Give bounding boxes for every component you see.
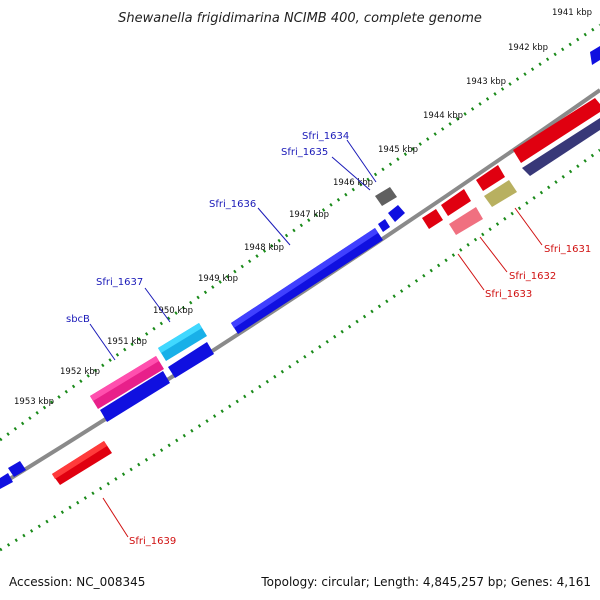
leader-sbcb	[89, 323, 116, 361]
gene-feature-shade	[52, 441, 107, 479]
gene-feature	[522, 118, 600, 176]
map-title: Shewanella frigidimarina NCIMB 400, comp…	[118, 11, 482, 26]
gene-feature	[476, 165, 505, 191]
gene-feature	[422, 209, 443, 229]
kbp-label-1942: 1942 kbp	[508, 43, 548, 53]
kbp-label-1952: 1952 kbp	[60, 367, 100, 377]
gene-label-sfri-1633: Sfri_1633	[485, 289, 532, 300]
gene-feature	[590, 46, 600, 65]
gene-label-sfri-1639: Sfri_1639	[129, 536, 176, 547]
gene-feature-shade	[231, 228, 378, 328]
gene-label-sfri-1637: Sfri_1637	[96, 277, 143, 288]
gene-feature-sfri-1633	[449, 207, 483, 235]
gene-feature	[378, 219, 390, 232]
gene-feature-sfri-1631	[484, 180, 517, 207]
kbp-label-1951: 1951 kbp	[107, 337, 147, 347]
leader-sfri-1631	[514, 207, 543, 246]
leader-sfri-1636	[257, 207, 291, 246]
gene-feature-shade	[158, 323, 202, 353]
leader-sfri-1632	[479, 236, 508, 273]
leader-sfri-1637	[144, 287, 171, 323]
kbp-label-1946: 1946 kbp	[333, 178, 373, 188]
leader-sfri-1633	[457, 253, 485, 291]
gene-feature	[8, 461, 26, 477]
gene-label-sfri-1634: Sfri_1634	[302, 131, 349, 142]
leader-sfri-1634	[346, 139, 377, 183]
gene-feature-sfri-1634	[375, 187, 397, 206]
accession-text: Accession: NC_008345	[9, 575, 145, 589]
gene-feature-shade	[90, 356, 159, 401]
kbp-label-1950: 1950 kbp	[153, 306, 193, 316]
outer-tick-track	[0, 23, 600, 442]
leader-sfri-1635	[331, 156, 371, 191]
kbp-label-1945: 1945 kbp	[378, 145, 418, 155]
kbp-label-1949: 1949 kbp	[198, 274, 238, 284]
gene-feature	[0, 473, 13, 489]
gene-feature-sfri-1632	[441, 189, 471, 216]
kbp-label-1944: 1944 kbp	[423, 111, 463, 121]
leader-sfri-1639	[102, 497, 129, 538]
gene-label-sfri-1632: Sfri_1632	[509, 271, 556, 282]
kbp-label-1943: 1943 kbp	[466, 77, 506, 87]
gene-feature	[168, 342, 214, 378]
gene-feature	[100, 371, 170, 422]
gene-feature	[513, 98, 600, 163]
kbp-label-1948: 1948 kbp	[244, 243, 284, 253]
gene-label-sfri-1636: Sfri_1636	[209, 199, 256, 210]
kbp-label-1941: 1941 kbp	[552, 8, 592, 18]
gene-feature	[388, 205, 405, 222]
gene-label-sfri-1635: Sfri_1635	[281, 147, 328, 158]
kbp-label-1953: 1953 kbp	[14, 397, 54, 407]
gene-label-sbcb: sbcB	[66, 314, 90, 325]
gene-label-sfri-1631: Sfri_1631	[544, 244, 591, 255]
gene-feature-sbcb	[90, 356, 164, 409]
kbp-label-1947: 1947 kbp	[289, 210, 329, 220]
genome-summary-text: Topology: circular; Length: 4,845,257 bp…	[260, 575, 591, 589]
gene-feature-sfri-1637	[158, 323, 207, 361]
inner-tick-track	[0, 148, 600, 552]
